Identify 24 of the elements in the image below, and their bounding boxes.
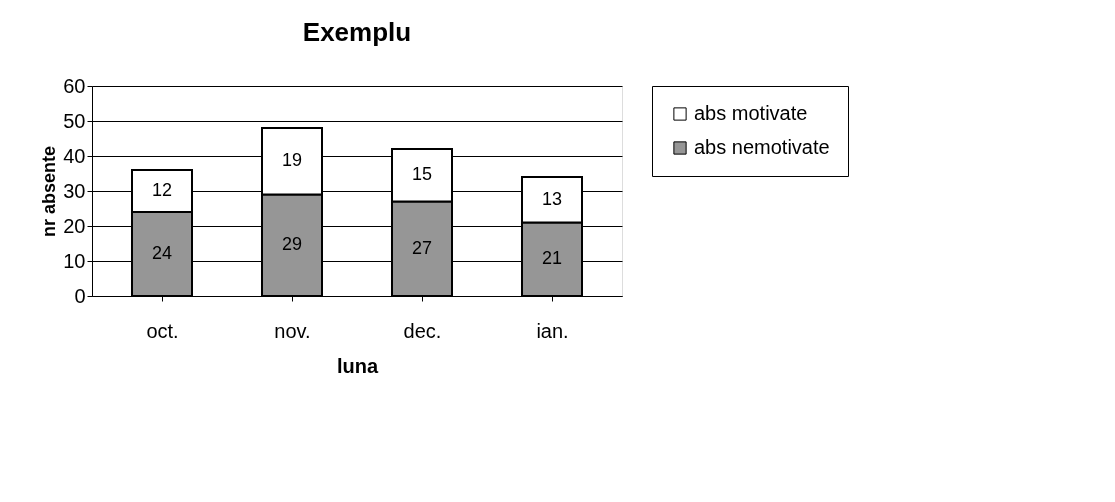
x-tick-label: ian. [536,319,569,342]
y-tick-label: 50 [63,109,86,132]
y-tick-label: 30 [63,179,86,202]
y-tick-label: 10 [63,249,86,272]
data-label: 19 [281,150,303,171]
data-label: 24 [151,243,173,263]
x-tick-label: nov. [274,319,311,342]
data-label: 27 [411,237,433,258]
y-tick-label: 40 [63,144,86,167]
x-axis-title: luna [336,354,379,377]
chart-title: Exemplu [302,17,412,47]
y-tick-label: 60 [63,74,86,97]
x-tick-label: oct. [146,319,179,342]
y-tick-label: 20 [63,214,86,237]
legend-label: abs motivate [694,102,808,124]
data-label: 21 [541,248,563,269]
y-tick-label: 0 [74,284,86,307]
data-label: 15 [411,164,433,185]
x-tick-label: dec. [403,319,442,342]
data-label: 13 [541,188,563,209]
data-label: 29 [281,234,303,255]
data-label: 12 [151,180,173,200]
y-axis-title: nr absente [39,145,60,238]
legend-label: abs nemotivate [694,136,830,158]
